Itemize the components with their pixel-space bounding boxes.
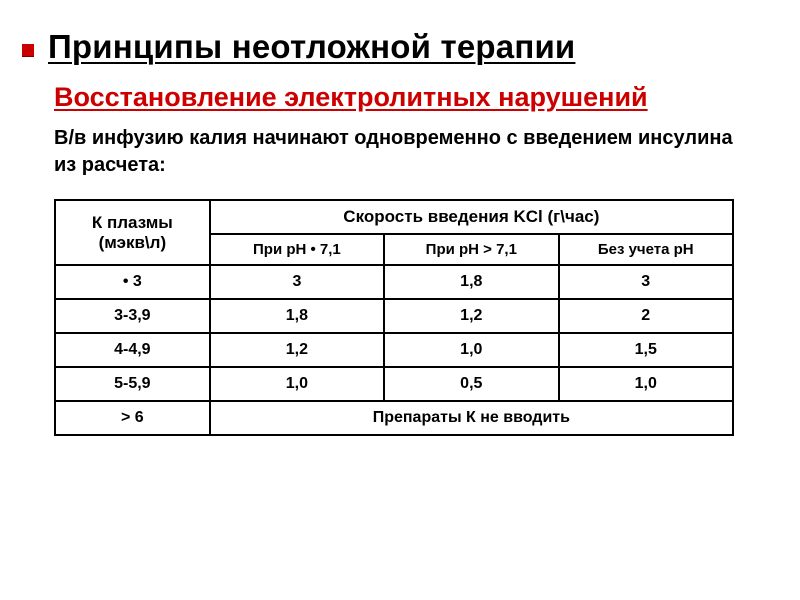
subheader-ph-high: При рН > 7,1 [384,234,558,265]
table-row: 3-3,9 1,8 1,2 2 [55,299,733,333]
kcl-rate-table: К плазмы (мэкв\л) Скорость введения KCl … [54,199,734,436]
table-row: 5-5,9 1,0 0,5 1,0 [55,367,733,401]
cell-v: 1,2 [384,299,558,333]
cell-footer-text: Препараты К не вводить [210,401,733,435]
cell-v: 2 [559,299,734,333]
slide-subtitle: Восстановление электролитных нарушений [54,80,760,115]
col-header-k-plasma: К плазмы (мэкв\л) [55,200,210,265]
cell-k: 3-3,9 [55,299,210,333]
cell-v: 1,0 [559,367,734,401]
table-row-footer: > 6 Препараты К не вводить [55,401,733,435]
cell-v: 1,5 [559,333,734,367]
cell-k: • 3 [55,265,210,299]
cell-k: 4-4,9 [55,333,210,367]
cell-k: 5-5,9 [55,367,210,401]
cell-v: 1,8 [210,299,384,333]
cell-v: 3 [210,265,384,299]
bullet-marker [22,44,34,56]
cell-v: 1,8 [384,265,558,299]
cell-v: 1,0 [384,333,558,367]
cell-v: 1,2 [210,333,384,367]
lead-text: В/в инфузию калия начинают одновременно … [54,125,760,179]
cell-v: 1,0 [210,367,384,401]
table-row: • 3 3 1,8 3 [55,265,733,299]
subheader-no-ph: Без учета рН [559,234,734,265]
cell-v: 0,5 [384,367,558,401]
subheader-ph-low: При рН • 7,1 [210,234,384,265]
slide-title: Принципы неотложной терапии [48,28,760,66]
table-row: 4-4,9 1,2 1,0 1,5 [55,333,733,367]
cell-v: 3 [559,265,734,299]
col-header-group: Скорость введения KCl (г\час) [210,200,733,234]
cell-k-footer: > 6 [55,401,210,435]
